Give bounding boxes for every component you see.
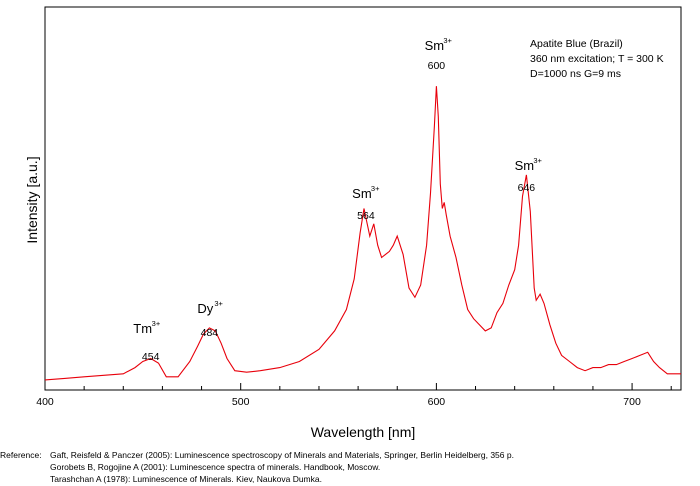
x-tick-label: 600: [428, 396, 446, 408]
info-line-1: Apatite Blue (Brazil): [530, 38, 623, 50]
x-tick-label: 400: [36, 396, 54, 408]
x-tick-label: 700: [623, 396, 641, 408]
info-line-3: D=1000 ns G=9 ms: [530, 68, 621, 80]
info-line-2: 360 nm excitation; T = 300 K: [530, 53, 664, 65]
ion-label: Tm: [133, 321, 152, 336]
ion-charge: 3+: [214, 299, 223, 308]
reference-label: Reference:: [0, 450, 42, 460]
ion-label: Dy: [197, 301, 213, 316]
x-tick-label: 500: [232, 396, 250, 408]
x-axis-label: Wavelength [nm]: [311, 424, 416, 440]
peak-wavelength-label: 600: [428, 60, 446, 72]
reference-line-2: Gorobets B, Rogojine A (2001): Luminesce…: [50, 462, 381, 472]
ion-charge: 3+: [371, 184, 380, 193]
ion-label: Sm: [515, 158, 535, 173]
peak-wavelength-label: 484: [201, 327, 219, 339]
ion-label: Sm: [352, 186, 372, 201]
plot-frame: [44, 6, 682, 391]
peak-wavelength-label: 646: [518, 182, 536, 194]
info-box: Apatite Blue (Brazil) 360 nm excitation;…: [530, 38, 664, 80]
series-line: [44, 86, 681, 381]
reference-line-1: Gaft, Reisfeld & Panczer (2005): Lumines…: [50, 450, 514, 460]
peak-wavelength-label: 564: [357, 210, 375, 222]
y-axis-label: Intensity [a.u.]: [24, 156, 40, 243]
ion-charge: 3+: [152, 319, 161, 328]
peak-wavelength-label: 454: [142, 351, 160, 363]
x-tick-labels: 400 500 600 700: [36, 396, 641, 408]
ion-charge: 3+: [443, 36, 452, 45]
ion-charge: 3+: [533, 156, 542, 165]
ion-label: Sm: [425, 38, 445, 53]
x-ticks: [44, 383, 672, 390]
reference-line-3: Tarashchan A (1978): Luminescence of Min…: [50, 474, 322, 484]
